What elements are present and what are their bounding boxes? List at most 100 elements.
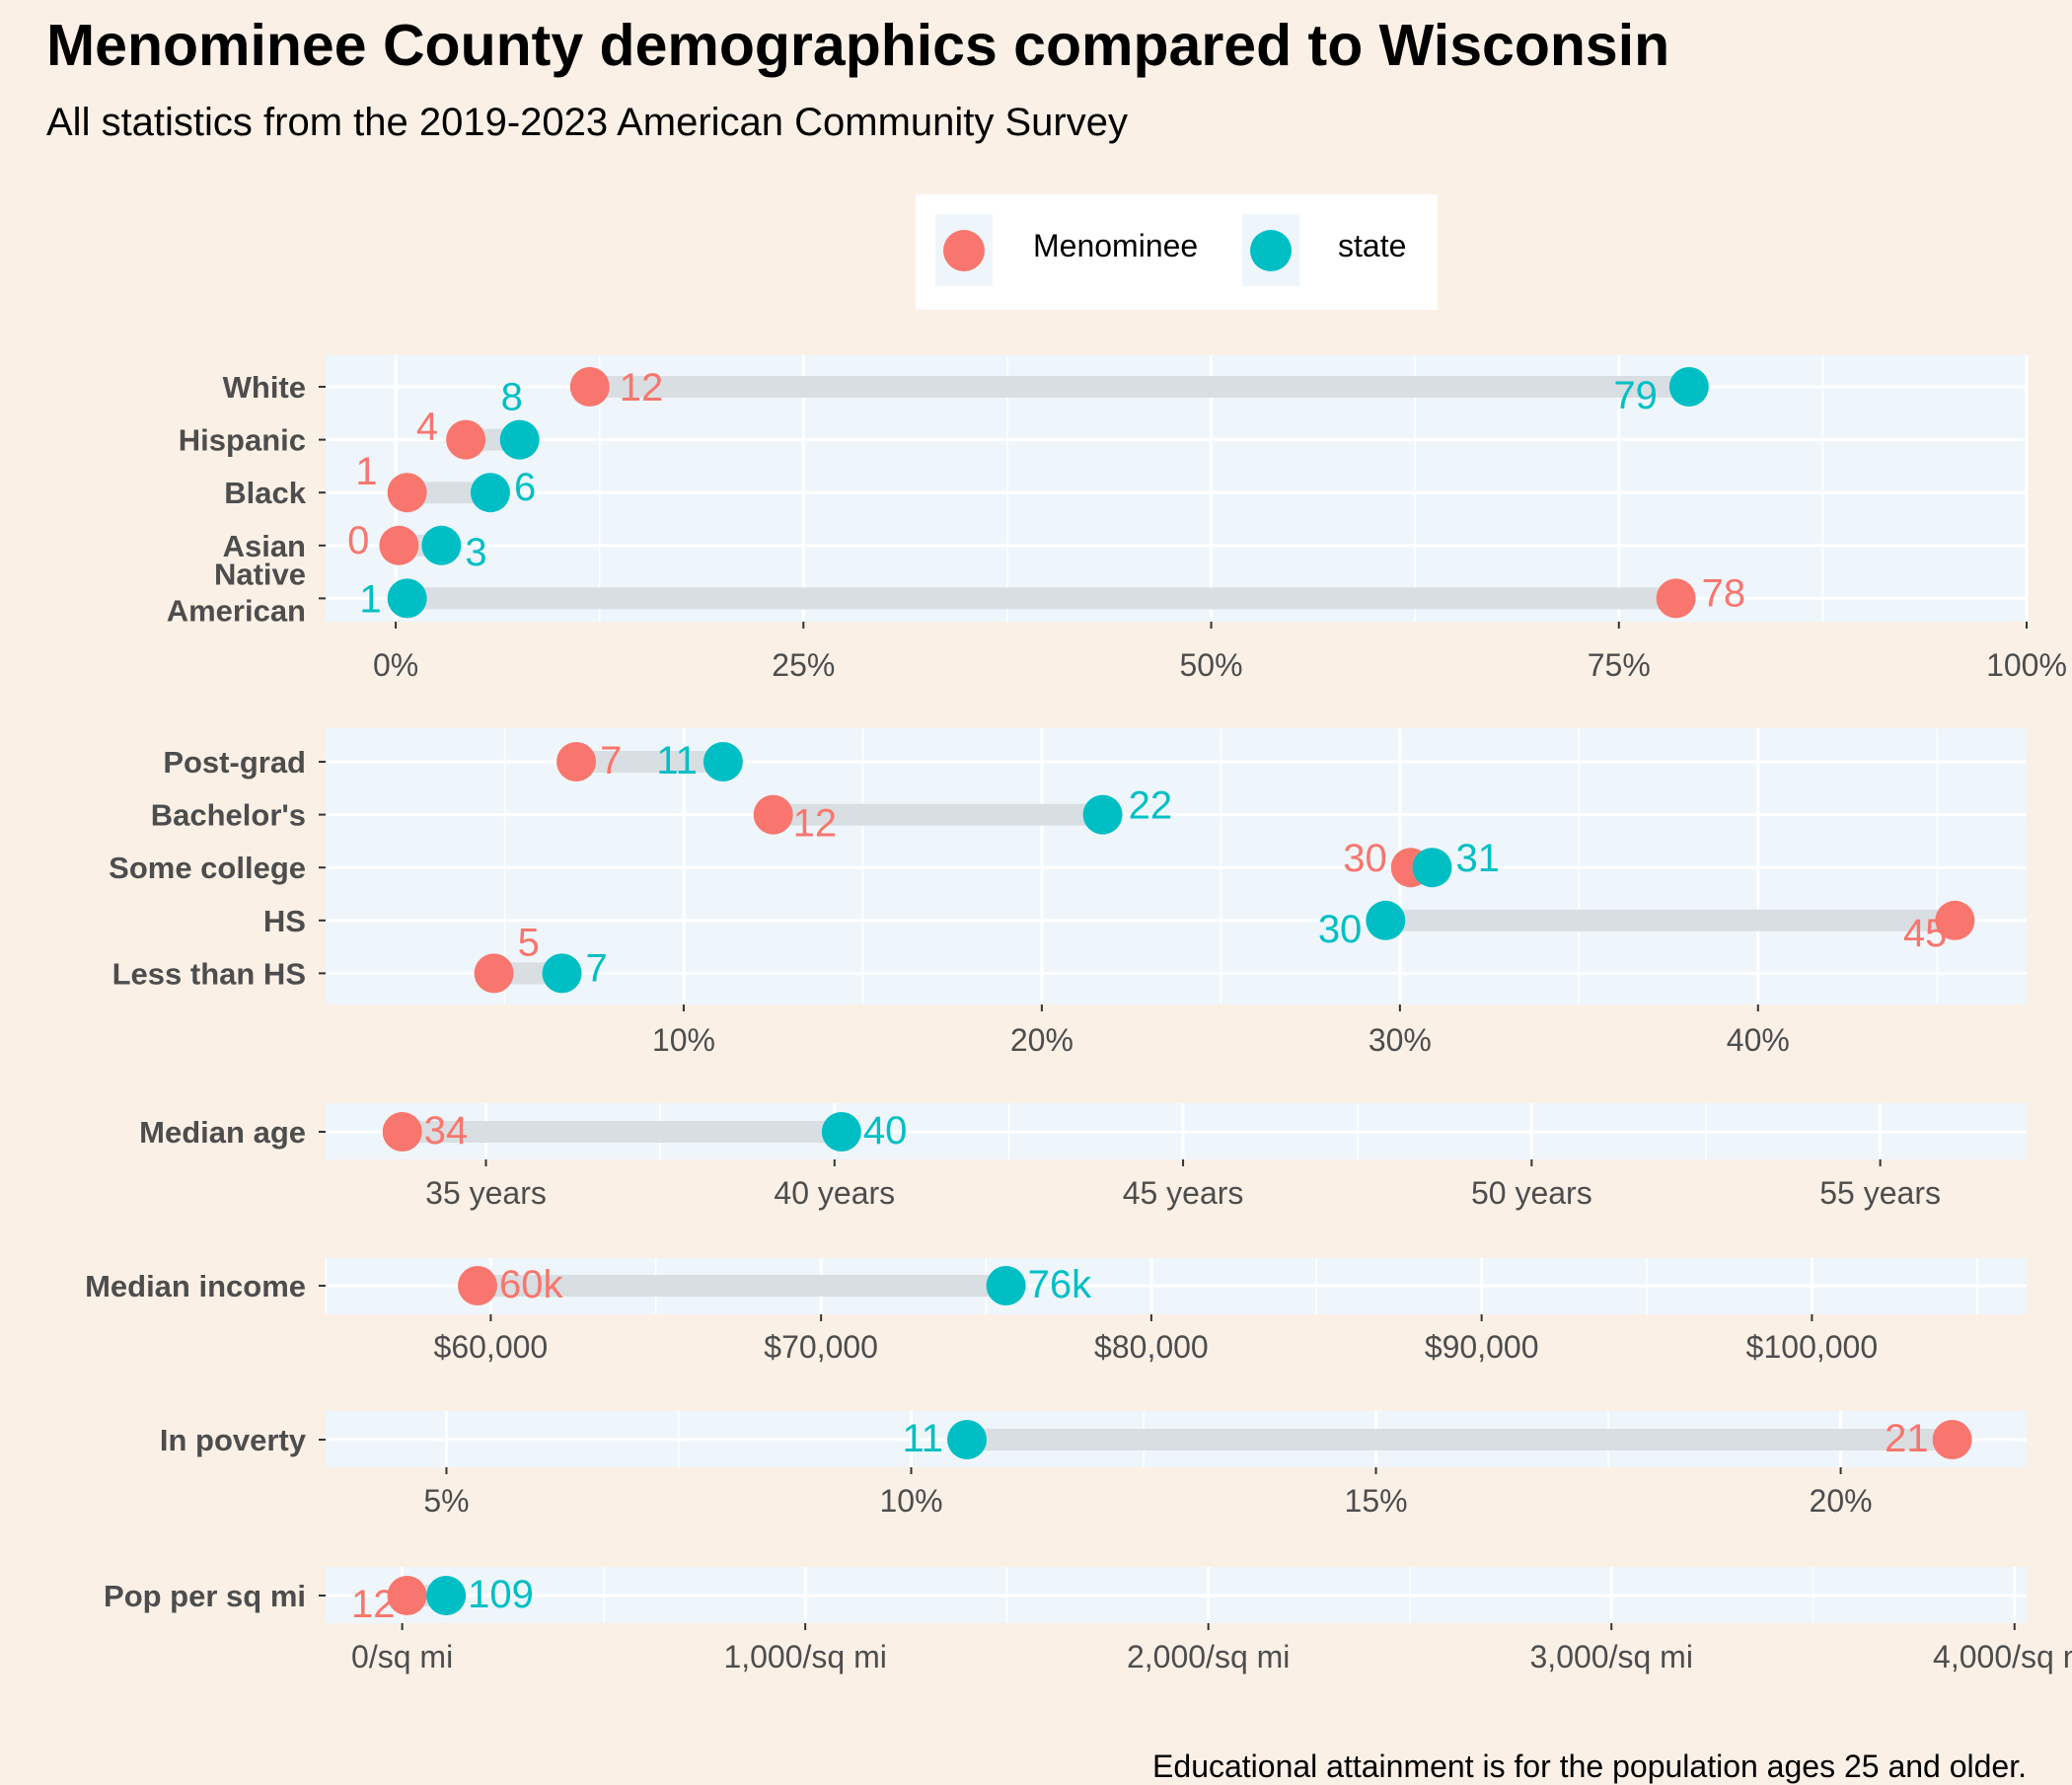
row-asian-menominee-point bbox=[379, 525, 419, 565]
panel-race-x-tick-label: 100% bbox=[1986, 647, 2067, 683]
row-median-age-state-point bbox=[821, 1112, 861, 1152]
row-median-income-menominee-value-label: 60k bbox=[499, 1263, 563, 1306]
panel-race-x-tick-label: 75% bbox=[1588, 647, 1651, 683]
row-white-menominee-point bbox=[569, 367, 610, 407]
row-bachelor-s-state-value-label: 22 bbox=[1129, 784, 1173, 828]
row-black-state-value-label: 6 bbox=[514, 466, 536, 509]
row-asian-state-value-label: 3 bbox=[465, 531, 486, 574]
legend-label-menominee: Menominee bbox=[1033, 228, 1199, 263]
row-pop-per-sq-mi-menominee-value-label: 12 bbox=[351, 1583, 396, 1626]
legend: Menominee state bbox=[916, 194, 1438, 310]
row-pop-per-sq-mi-label: Pop per sq mi bbox=[104, 1579, 306, 1613]
row-in-poverty-menominee-point bbox=[1932, 1420, 1972, 1459]
row-post-grad-menominee-value-label: 7 bbox=[600, 739, 622, 782]
row-less-than-hs-state-point bbox=[542, 953, 582, 994]
row-native-american-menominee-value-label: 78 bbox=[1702, 571, 1746, 615]
row-median-age-menominee-value-label: 34 bbox=[424, 1109, 469, 1153]
legend-dot-state bbox=[1250, 230, 1292, 271]
row-hs-label: HS bbox=[263, 904, 306, 938]
row-some-college-state-value-label: 31 bbox=[1456, 837, 1501, 880]
panel-age-x-tick-label: 50 years bbox=[1471, 1175, 1592, 1211]
chart-title: Menominee County demographics compared t… bbox=[46, 13, 1670, 78]
row-in-poverty-state-value-label: 11 bbox=[903, 1417, 944, 1460]
panel-density-x-tick-label: 1,000/sq mi bbox=[723, 1639, 886, 1674]
row-black-menominee-value-label: 1 bbox=[355, 450, 377, 493]
panel-age-x-tick-label: 35 years bbox=[425, 1175, 547, 1211]
chart-caption: Educational attainment is for the popula… bbox=[1152, 1748, 2027, 1784]
panel-race-x-tick-label: 25% bbox=[772, 647, 835, 683]
row-some-college-state-point bbox=[1412, 848, 1452, 888]
row-median-income-state-value-label: 76k bbox=[1028, 1263, 1092, 1306]
row-hispanic-label: Hispanic bbox=[179, 423, 306, 458]
row-pop-per-sq-mi-menominee-point bbox=[387, 1576, 427, 1615]
panel-education-x-tick-label: 10% bbox=[652, 1022, 715, 1058]
row-in-poverty-label: In poverty bbox=[160, 1423, 307, 1457]
row-hs-state-point bbox=[1366, 900, 1406, 940]
row-median-age-state-value-label: 40 bbox=[863, 1109, 908, 1153]
panel-age-x-tick-label: 45 years bbox=[1123, 1175, 1244, 1211]
panel-income-x-tick-label: $80,000 bbox=[1094, 1329, 1209, 1365]
panel-income-x-tick-label: $60,000 bbox=[434, 1329, 549, 1365]
row-some-college-menominee-value-label: 30 bbox=[1343, 837, 1387, 880]
panel-income-x-tick-label: $100,000 bbox=[1746, 1329, 1878, 1365]
row-in-poverty-state-point bbox=[947, 1420, 988, 1459]
row-hispanic-menominee-point bbox=[446, 419, 486, 460]
row-in-poverty-menominee-value-label: 21 bbox=[1885, 1417, 1929, 1460]
row-bachelor-s-label: Bachelor's bbox=[151, 798, 306, 833]
row-hs-menominee-value-label: 45 bbox=[1903, 912, 1948, 955]
row-hs-state-value-label: 30 bbox=[1318, 908, 1363, 951]
row-post-grad-state-point bbox=[703, 742, 743, 781]
row-asian-state-point bbox=[421, 525, 462, 565]
row-bachelor-s-menominee-point bbox=[753, 794, 793, 835]
panel-poverty-x-tick-label: 10% bbox=[879, 1483, 942, 1519]
row-native-american-label: Native American bbox=[167, 557, 306, 628]
row-white-state-point bbox=[1668, 367, 1709, 407]
row-asian-label: Asian bbox=[223, 529, 306, 563]
panel-income-x-tick-label: $90,000 bbox=[1425, 1329, 1539, 1365]
panel-education-x-tick-label: 40% bbox=[1727, 1022, 1790, 1058]
row-median-income-menominee-point bbox=[457, 1266, 497, 1305]
row-post-grad-label: Post-grad bbox=[163, 745, 306, 780]
row-bachelor-s-menominee-value-label: 12 bbox=[793, 802, 838, 846]
row-post-grad-state-value-label: 11 bbox=[656, 739, 698, 782]
panel-density-x-tick-label: 4,000/sq mi bbox=[1933, 1639, 2072, 1674]
row-hispanic-state-point bbox=[499, 419, 540, 460]
row-white-state-value-label: 79 bbox=[1613, 374, 1658, 417]
row-some-college-label: Some college bbox=[109, 851, 306, 885]
row-median-income-state-point bbox=[986, 1266, 1026, 1305]
legend-label-state: state bbox=[1338, 228, 1407, 263]
row-median-income-label: Median income bbox=[85, 1269, 306, 1303]
row-white-label: White bbox=[223, 370, 306, 405]
row-post-grad-menominee-point bbox=[556, 742, 597, 781]
panel-age-x-tick-label: 40 years bbox=[774, 1175, 895, 1211]
row-asian-menominee-value-label: 0 bbox=[347, 519, 369, 562]
row-hs-menominee-point bbox=[1935, 900, 1975, 940]
legend-key-menominee bbox=[935, 214, 993, 286]
panel-race-background bbox=[326, 355, 2027, 622]
row-native-american-menominee-point bbox=[1656, 578, 1696, 619]
panel-race-x-tick-label: 0% bbox=[373, 647, 418, 683]
row-median-age-label: Median age bbox=[139, 1115, 306, 1150]
row-black-state-point bbox=[470, 473, 510, 513]
row-native-american-state-point bbox=[387, 578, 427, 619]
row-median-age-menominee-point bbox=[382, 1112, 422, 1152]
panel-density-x-tick-label: 0/sq mi bbox=[351, 1639, 453, 1674]
panel-density-x-tick-label: 3,000/sq mi bbox=[1530, 1639, 1693, 1674]
legend-dot-menominee bbox=[943, 230, 985, 271]
panel-education-x-tick-label: 20% bbox=[1010, 1022, 1073, 1058]
row-native-american-state-value-label: 1 bbox=[359, 577, 381, 621]
legend-key-state bbox=[1242, 214, 1299, 286]
row-less-than-hs-state-value-label: 7 bbox=[586, 946, 608, 990]
row-black-menominee-point bbox=[387, 473, 427, 513]
panel-income-x-tick-label: $70,000 bbox=[764, 1329, 878, 1365]
chart-subtitle: All statistics from the 2019-2023 Americ… bbox=[46, 101, 1128, 144]
row-hispanic-state-value-label: 8 bbox=[501, 376, 523, 419]
row-less-than-hs-menominee-value-label: 5 bbox=[518, 921, 540, 964]
panel-race-x-tick-label: 50% bbox=[1180, 647, 1243, 683]
panel-density-x-tick-label: 2,000/sq mi bbox=[1127, 1639, 1290, 1674]
panel-age-x-tick-label: 55 years bbox=[1819, 1175, 1941, 1211]
row-pop-per-sq-mi-state-point bbox=[426, 1576, 467, 1615]
panel-poverty-x-tick-label: 5% bbox=[423, 1483, 469, 1519]
row-bachelor-s-state-point bbox=[1082, 794, 1123, 835]
